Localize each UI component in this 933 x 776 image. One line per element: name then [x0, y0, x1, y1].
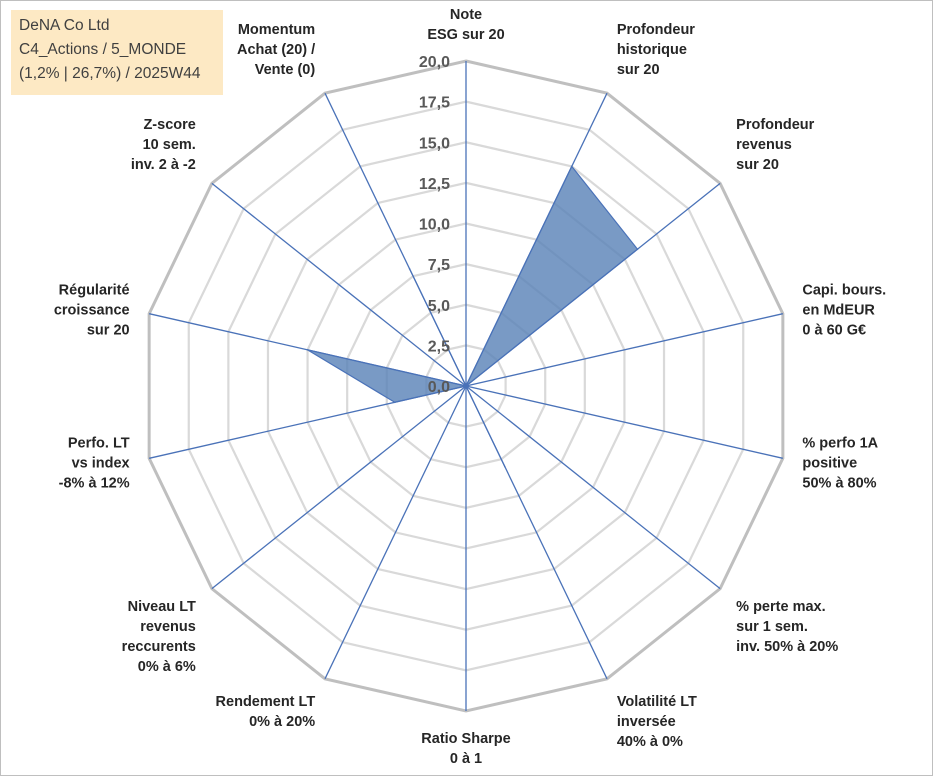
axis-label-line: 10 sem. [143, 137, 196, 153]
tick-label: 5,0 [428, 298, 450, 315]
axis-label: Note ESG sur 20 [427, 7, 504, 43]
axis-label-line: -8% à 12% [59, 475, 130, 491]
axis-label-line: Vente (0) [255, 62, 316, 78]
axis-label-line: Profondeur [736, 117, 814, 133]
axis-label-line: sur 20 [87, 323, 130, 339]
category-label: C4_Actions / 5_MONDE [19, 41, 187, 58]
data-point [570, 165, 573, 168]
info-box: DeNA Co Ltd C4_Actions / 5_MONDE (1,2% |… [11, 10, 223, 95]
axis-label-line: Rendement LT [216, 694, 316, 710]
axis-label: % perte max. sur 1 sem. inv. 50% à 20% [736, 599, 838, 655]
axis-label-line: croissance [54, 303, 130, 319]
axis-spoke [211, 385, 467, 590]
data-point [465, 385, 467, 387]
axis-spoke [465, 385, 721, 590]
axis-label-line: sur 20 [736, 157, 779, 173]
axis-label-line: positive [802, 455, 857, 471]
axis-spoke [465, 385, 783, 459]
axis-label: Perfo. LT vs index -8% à 12% [59, 435, 130, 491]
axis-label-line: Momentum [238, 22, 315, 38]
axis-label-line: 0% à 20% [249, 714, 315, 730]
axis-label-line: Volatilité LT [617, 694, 697, 710]
axis-label-line: 0% à 6% [138, 659, 196, 675]
axis-label-line: sur 1 sem. [736, 619, 808, 635]
axis-spoke [211, 182, 467, 387]
axis-label-line: sur 20 [617, 62, 660, 78]
data-point [408, 268, 411, 270]
tick-label: 17,5 [419, 95, 450, 112]
axis-label-line: Ratio Sharpe [421, 731, 510, 747]
tick-label: 0,0 [428, 379, 450, 396]
axis-spoke [465, 313, 783, 387]
axis-label: Profondeur historique sur 20 [617, 22, 695, 78]
axis-label: Rendement LT 0% à 20% [216, 694, 316, 730]
axis-spoke [324, 385, 467, 680]
axis-label-line: revenus [140, 619, 196, 635]
data-point [503, 465, 506, 468]
axis-label-line: vs index [72, 455, 130, 471]
data-point [393, 401, 396, 404]
radar-axis-labels: Note ESG sur 20 Profondeur historique sur 20… [54, 7, 886, 767]
company-name: DeNA Co Ltd [19, 17, 110, 34]
axis-label: Capi. bours. en MdEUR 0 à 60 G€ [802, 283, 886, 339]
axis-label: Ratio Sharpe 0 à 1 [421, 731, 510, 767]
axis-label-line: en MdEUR [802, 303, 875, 319]
axis-label: Régularité croissance sur 20 [54, 283, 130, 339]
axis-label-line: % perfo 1A [802, 435, 878, 451]
axis-label-line: ESG sur 20 [427, 27, 504, 43]
axis-label-line: 50% à 80% [802, 475, 876, 491]
radar-tick-labels: 0,0 2,5 5,0 7,5 10,0 12,5 15,0 17,5 20,0 [419, 54, 450, 396]
tick-label: 20,0 [419, 54, 450, 71]
period-label: (1,2% | 26,7%) / 2025W44 [19, 65, 201, 82]
axis-label-line: % perte max. [736, 599, 825, 615]
axis-label-line: Profondeur [617, 22, 695, 38]
axis-label-line: Capi. bours. [802, 283, 886, 299]
axis-label: Profondeur revenus sur 20 [736, 117, 814, 173]
axis-label-line: historique [617, 42, 687, 58]
series-area [306, 165, 639, 468]
tick-label: 12,5 [419, 176, 450, 193]
radar-series [306, 165, 639, 468]
axis-label-line: Perfo. LT [68, 435, 130, 451]
axis-label-line: 0 à 1 [450, 751, 482, 767]
axis-label: % perfo 1A positive 50% à 80% [802, 435, 878, 491]
tick-label: 10,0 [419, 217, 450, 234]
axis-label-line: revenus [736, 137, 792, 153]
axis-label-line: inv. 2 à -2 [131, 157, 196, 173]
axis-label-line: 0 à 60 G€ [802, 323, 866, 339]
axis-label-line: reccurents [122, 639, 196, 655]
data-point [306, 349, 309, 351]
axis-label: Z-score 10 sem. inv. 2 à -2 [131, 117, 196, 173]
data-point [636, 248, 639, 251]
axis-label-line: inv. 50% à 20% [736, 639, 838, 655]
tick-label: 7,5 [428, 257, 450, 274]
tick-label: 2,5 [428, 338, 450, 355]
axis-label: Volatilité LT inversée 40% à 0% [617, 694, 697, 750]
axis-label-line: Niveau LT [128, 599, 196, 615]
axis-label-line: Achat (20) / [237, 42, 315, 58]
axis-label-line: Régularité [59, 283, 130, 299]
radar-spokes [149, 61, 783, 711]
axis-label-line: inversée [617, 714, 676, 730]
axis-label: Niveau LT revenus reccurents 0% à 6% [122, 599, 196, 675]
axis-label-line: 40% à 0% [617, 734, 683, 750]
axis-label-line: Z-score [143, 117, 195, 133]
tick-label: 15,0 [419, 135, 450, 152]
axis-label: Momentum Achat (20) / Vente (0) [237, 22, 315, 78]
axis-label-line: Note [450, 7, 482, 23]
